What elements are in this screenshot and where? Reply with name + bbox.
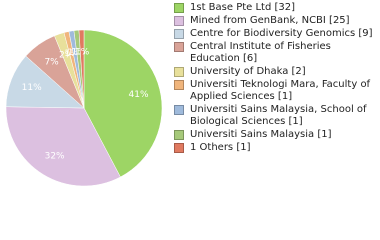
- slice-label: 1%: [75, 47, 90, 57]
- slice-label: 32%: [45, 151, 65, 161]
- legend-label: 1st Base Pte Ltd [32]: [190, 2, 296, 13]
- pie-slice: [5, 106, 121, 187]
- chart: 41%32%11%7%2%1%1%1%1%: [5, 29, 163, 187]
- pie-slice: [83, 29, 163, 178]
- slice-label: 11%: [22, 83, 42, 93]
- legend-swatch: [174, 105, 184, 115]
- legend-label: Universiti Sains Malaysia [1]: [190, 129, 332, 140]
- legend-item: Universiti Sains Malaysia [1]: [174, 129, 374, 141]
- legend-item: Centre for Biodiversity Genomics [9]: [174, 28, 374, 40]
- legend-swatch: [174, 16, 184, 26]
- legend-item: Universiti Sains Malaysia, School of Bio…: [174, 104, 374, 128]
- slice-label: 2%: [59, 50, 74, 60]
- legend-swatch: [174, 29, 184, 39]
- legend-swatch: [174, 3, 184, 13]
- legend-item: 1st Base Pte Ltd [32]: [174, 2, 374, 14]
- slice-label: 7%: [44, 58, 59, 68]
- legend-item: Central Institute of Fisheries Education…: [174, 41, 374, 65]
- legend-swatch: [174, 130, 184, 140]
- legend-label: University of Dhaka [2]: [190, 66, 306, 77]
- slice-label: 1%: [64, 49, 79, 59]
- legend-swatch: [174, 67, 184, 77]
- pie-slice: [78, 29, 85, 109]
- legend-label: Central Institute of Fisheries Education…: [190, 41, 331, 64]
- legend-label: Mined from GenBank, NCBI [25]: [190, 15, 350, 26]
- legend-swatch: [174, 143, 184, 153]
- legend-label: Universiti Teknologi Mara, Faculty of Ap…: [190, 79, 371, 102]
- legend-swatch: [174, 42, 184, 52]
- legend-swatch: [174, 80, 184, 90]
- legend-item: 1 Others [1]: [174, 142, 374, 154]
- legend-item: Mined from GenBank, NCBI [25]: [174, 15, 374, 27]
- legend-item: University of Dhaka [2]: [174, 66, 374, 78]
- legend-label: 1 Others [1]: [190, 142, 251, 153]
- legend: 1st Base Pte Ltd [32] Mined from GenBank,…: [174, 2, 374, 155]
- legend-label: Universiti Sains Malaysia, School of Bio…: [190, 104, 367, 127]
- legend-label: Centre for Biodiversity Genomics [9]: [190, 28, 373, 39]
- slice-label: 1%: [71, 48, 86, 58]
- slice-label: 41%: [129, 90, 149, 100]
- legend-item: Universiti Teknologi Mara, Faculty of Ap…: [174, 79, 374, 103]
- slice-label: 1%: [68, 48, 83, 58]
